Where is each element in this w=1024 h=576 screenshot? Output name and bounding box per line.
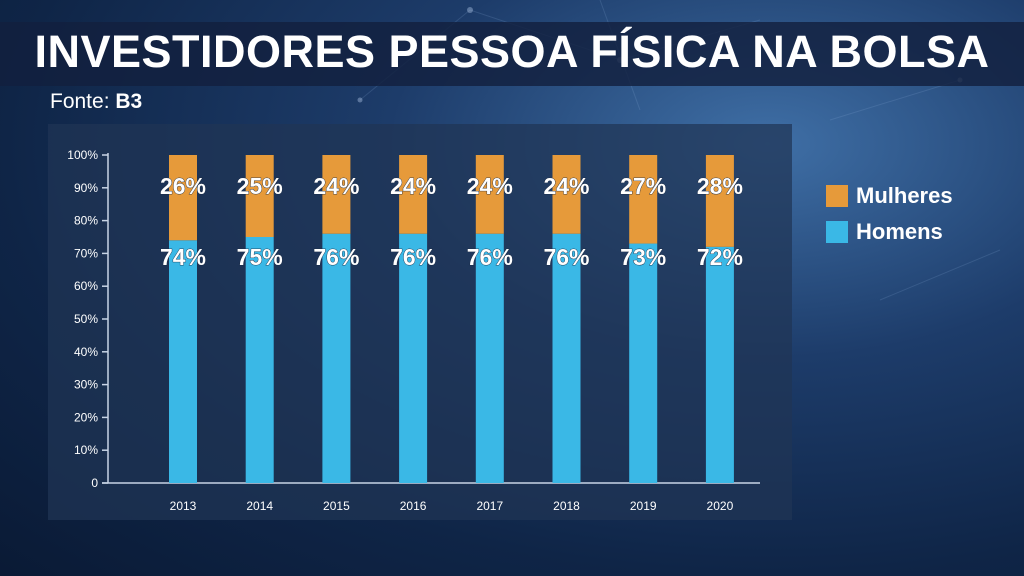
data-label-homens: 74% (160, 244, 206, 270)
y-tick-label: 30% (74, 378, 98, 392)
data-label-homens: 73% (620, 244, 666, 270)
x-tick-label: 2018 (553, 499, 580, 513)
title-band (0, 22, 1024, 86)
source-note: Fonte: B3 (50, 90, 142, 114)
y-tick-label: 40% (74, 345, 98, 359)
bar-mulheres (169, 155, 197, 241)
y-tick-label: 20% (74, 410, 98, 424)
x-tick-label: 2019 (630, 499, 657, 513)
data-label-homens: 76% (543, 244, 589, 270)
data-label-mulheres: 27% (620, 173, 666, 199)
data-label-mulheres: 28% (697, 173, 743, 199)
data-label-homens: 76% (467, 244, 513, 270)
data-label-mulheres: 24% (390, 173, 436, 199)
bar-homens (245, 237, 274, 483)
y-tick-label: 80% (74, 214, 98, 228)
bar-mulheres (552, 155, 581, 234)
legend-swatch-homens (826, 221, 848, 243)
legend: Mulheres Homens (826, 178, 953, 250)
data-label-mulheres: 24% (543, 173, 589, 199)
bar-homens (169, 240, 197, 483)
legend-label-mulheres: Mulheres (856, 183, 953, 208)
chart-title: INVESTIDORES PESSOA FÍSICA NA BOLSA (34, 26, 990, 77)
x-tick-label: 2015 (323, 499, 350, 513)
x-tick-label: 2013 (170, 499, 197, 513)
x-tick-label: 2016 (400, 499, 427, 513)
bar-homens (705, 246, 734, 483)
y-tick-label: 0 (91, 476, 98, 490)
bar-mulheres (629, 155, 658, 244)
legend-swatch-mulheres (826, 185, 848, 207)
source-value: B3 (115, 90, 143, 113)
x-tick-label: 2014 (246, 499, 273, 513)
data-label-mulheres: 26% (160, 173, 206, 199)
data-label-mulheres: 24% (467, 173, 513, 199)
data-label-homens: 76% (390, 244, 436, 270)
legend-item-mulheres: Mulheres (826, 178, 953, 214)
x-tick-label: 2020 (707, 499, 734, 513)
bar-homens (552, 233, 581, 483)
data-label-homens: 75% (237, 244, 283, 270)
x-tick-label: 2017 (476, 499, 503, 513)
bar-mulheres (245, 155, 274, 237)
bar-mulheres (322, 155, 351, 234)
data-label-mulheres: 25% (237, 173, 283, 199)
y-tick-label: 90% (74, 181, 98, 195)
legend-item-homens: Homens (826, 214, 953, 250)
bar-mulheres (475, 155, 504, 234)
source-label: Fonte: (50, 90, 116, 113)
y-tick-label: 60% (74, 279, 98, 293)
data-label-homens: 72% (697, 244, 743, 270)
bar-homens (399, 233, 428, 483)
bar-mulheres (399, 155, 428, 234)
bar-homens (629, 243, 658, 483)
y-tick-label: 10% (74, 443, 98, 457)
bar-homens (475, 233, 504, 483)
bar-mulheres (705, 155, 734, 247)
y-tick-label: 100% (67, 148, 98, 162)
data-label-homens: 76% (313, 244, 359, 270)
y-tick-label: 70% (74, 246, 98, 260)
y-tick-label: 50% (74, 312, 98, 326)
legend-label-homens: Homens (856, 219, 943, 244)
bar-homens (322, 233, 351, 483)
data-label-mulheres: 24% (313, 173, 359, 199)
